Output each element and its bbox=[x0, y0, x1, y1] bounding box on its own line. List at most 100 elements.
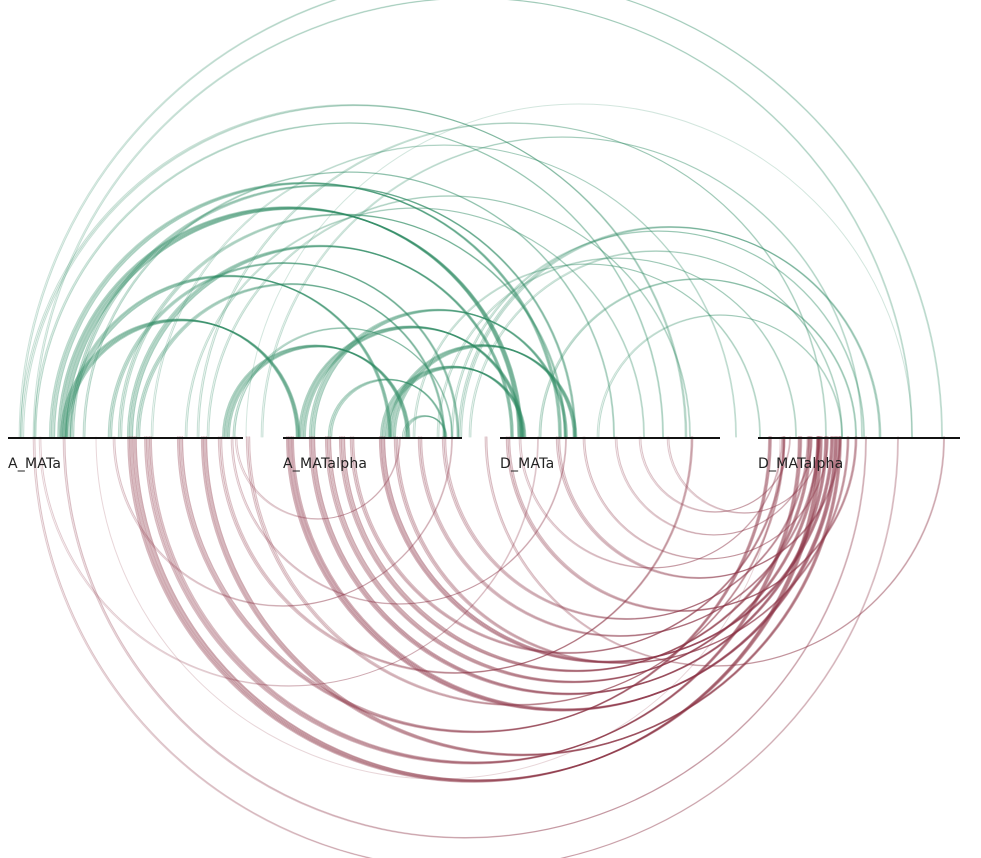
lower-arc bbox=[312, 436, 828, 695]
upper-arc bbox=[60, 207, 521, 438]
upper-arc bbox=[137, 283, 445, 438]
upper-arc bbox=[196, 122, 827, 438]
lower-arc bbox=[245, 436, 784, 706]
upper-arc bbox=[35, 122, 664, 438]
upper-arc bbox=[152, 144, 737, 438]
upper-arc bbox=[596, 314, 843, 438]
track-group: A_MATa A_MATalpha D_MATa D_MATalpha bbox=[8, 437, 960, 472]
upper-arc bbox=[198, 122, 827, 438]
upper-arc bbox=[222, 344, 408, 438]
upper-arc bbox=[130, 245, 514, 438]
track-label-a-mata: A_MATa bbox=[8, 456, 61, 472]
upper-arc bbox=[388, 344, 575, 438]
lower-arc bbox=[342, 436, 812, 672]
lower-arc bbox=[420, 436, 820, 637]
lower-arc bbox=[443, 436, 809, 620]
lower-arc bbox=[507, 436, 857, 612]
upper-arc bbox=[50, 182, 561, 438]
upper-arc bbox=[245, 103, 913, 438]
upper-arc bbox=[138, 283, 446, 438]
track-label-a-matalpha: A_MATalpha bbox=[283, 456, 367, 472]
upper-arc bbox=[19, 104, 686, 438]
upper-arc bbox=[52, 182, 562, 438]
upper-arc bbox=[135, 283, 444, 438]
lower-arc bbox=[202, 436, 841, 756]
upper-arc-group bbox=[18, 0, 943, 438]
upper-arc bbox=[119, 213, 566, 438]
upper-arc bbox=[412, 263, 761, 438]
upper-arc bbox=[72, 185, 577, 438]
lower-arc bbox=[217, 436, 692, 674]
lower-arc bbox=[133, 436, 822, 782]
lower-arc bbox=[328, 436, 820, 683]
lower-arc bbox=[247, 436, 785, 706]
lower-arc bbox=[127, 436, 819, 783]
upper-arc bbox=[62, 207, 522, 438]
lower-arc bbox=[114, 436, 453, 607]
upper-arc bbox=[184, 207, 645, 438]
lower-arc bbox=[178, 436, 771, 733]
upper-arc bbox=[310, 309, 567, 438]
lower-arc bbox=[112, 436, 453, 607]
upper-arc bbox=[380, 365, 524, 438]
upper-arc bbox=[84, 171, 615, 438]
lower-arc bbox=[520, 436, 783, 569]
upper-arc bbox=[63, 319, 299, 438]
lower-arc bbox=[505, 436, 856, 613]
lower-arc bbox=[230, 436, 567, 605]
upper-arc bbox=[58, 206, 520, 438]
lower-arc bbox=[32, 436, 899, 858]
lower-arc bbox=[557, 436, 841, 579]
upper-arc bbox=[262, 136, 863, 438]
upper-arc bbox=[121, 214, 567, 438]
upper-arc bbox=[69, 184, 575, 438]
upper-arc bbox=[470, 250, 843, 438]
upper-arc bbox=[394, 345, 578, 438]
upper-arc bbox=[206, 195, 691, 438]
lower-arc bbox=[441, 436, 808, 620]
lower-arc bbox=[181, 436, 772, 733]
upper-arc bbox=[298, 325, 522, 438]
upper-arc bbox=[386, 367, 527, 438]
upper-arc bbox=[330, 379, 447, 438]
upper-arc bbox=[450, 230, 865, 438]
lower-arc bbox=[308, 436, 826, 696]
lower-arc bbox=[638, 436, 791, 513]
lower-arc bbox=[352, 436, 786, 654]
lower-arc bbox=[584, 436, 829, 560]
lower-arc bbox=[180, 436, 772, 733]
upper-arc bbox=[228, 346, 411, 438]
upper-arc bbox=[61, 318, 298, 438]
lower-arc bbox=[292, 436, 839, 710]
lower-arc bbox=[393, 436, 848, 664]
lower-arc bbox=[64, 436, 867, 839]
lower-arc bbox=[614, 436, 813, 536]
upper-arc bbox=[20, 0, 943, 438]
lower-arc bbox=[508, 436, 858, 612]
lower-arc bbox=[445, 436, 810, 620]
upper-arc bbox=[436, 257, 797, 438]
upper-arc bbox=[540, 278, 858, 438]
lower-arc bbox=[329, 436, 820, 683]
upper-arc bbox=[57, 206, 519, 438]
upper-arc bbox=[34, 0, 913, 438]
lower-arc bbox=[286, 436, 836, 712]
upper-arc bbox=[381, 365, 524, 438]
lower-arc bbox=[289, 436, 837, 711]
upper-arc bbox=[302, 326, 524, 438]
upper-arc bbox=[468, 250, 843, 438]
lower-arc bbox=[128, 436, 820, 783]
upper-arc bbox=[459, 226, 881, 438]
upper-arc bbox=[313, 309, 568, 438]
lower-arc bbox=[221, 436, 694, 674]
upper-arc bbox=[186, 207, 645, 438]
upper-arc bbox=[128, 245, 513, 438]
upper-arc bbox=[414, 263, 761, 438]
lower-arc bbox=[219, 436, 693, 674]
upper-arc bbox=[226, 345, 410, 438]
lower-arc bbox=[130, 436, 821, 782]
lower-arc-group bbox=[32, 436, 945, 858]
upper-arc bbox=[208, 195, 691, 438]
upper-arc bbox=[457, 226, 880, 438]
lower-arc bbox=[236, 436, 401, 520]
